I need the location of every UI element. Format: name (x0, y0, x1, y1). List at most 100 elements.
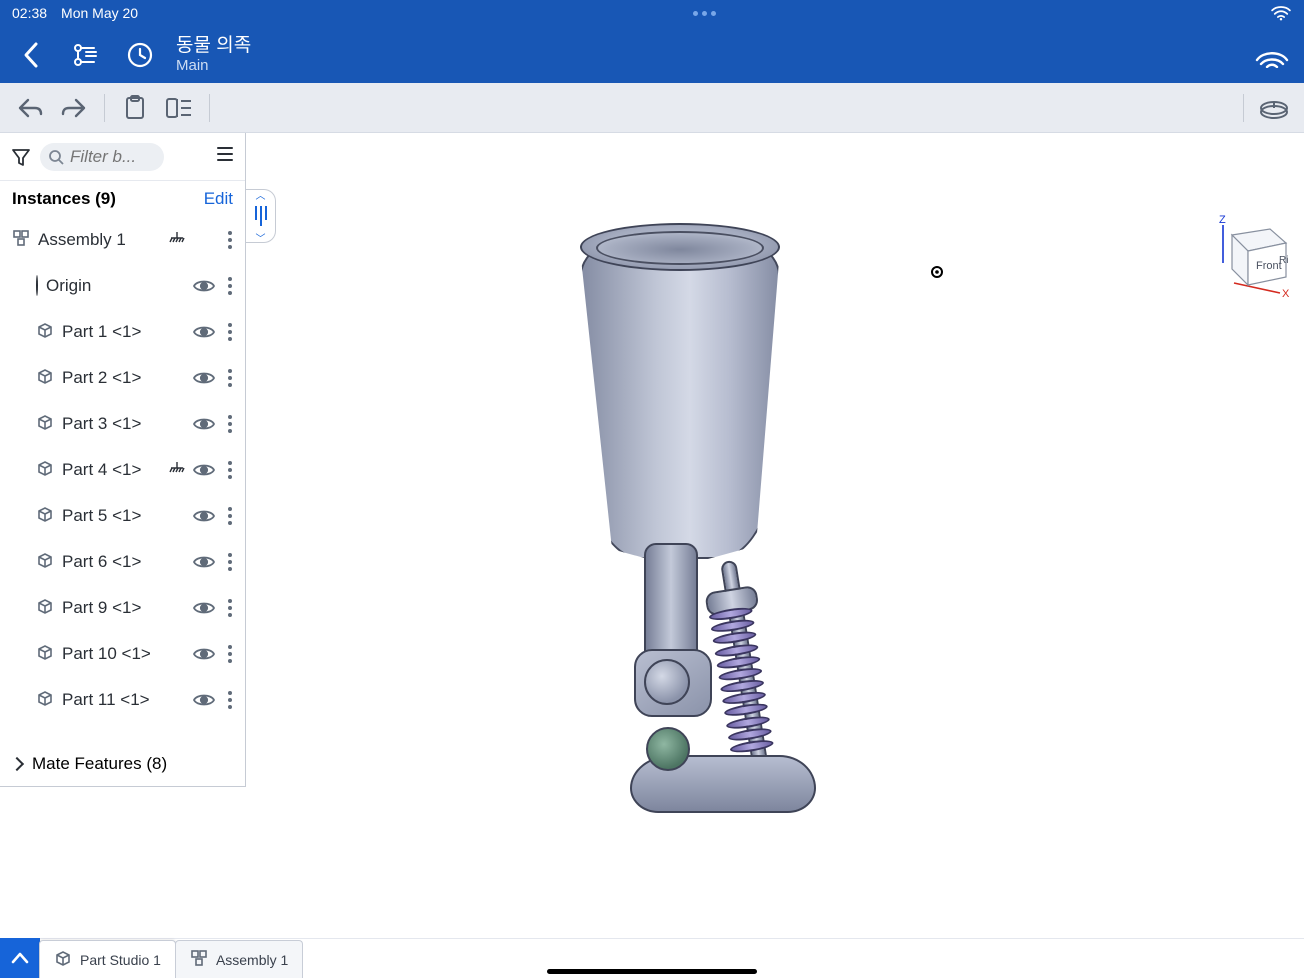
chevron-right-icon (10, 757, 24, 771)
toolbar-divider (104, 94, 105, 122)
visibility-icon[interactable] (193, 367, 215, 389)
viewport[interactable]: Instances (9) Edit Assembly 1 Origin Part … (0, 133, 1304, 892)
kebab-icon[interactable] (223, 369, 237, 387)
kebab-icon[interactable] (223, 323, 237, 341)
kebab-icon[interactable] (223, 415, 237, 433)
tree-item-part[interactable]: Part 2 <1> (0, 355, 245, 401)
row-type-icon (36, 597, 54, 620)
panel-collapse-handle[interactable]: ︿ ﹀ (246, 189, 276, 243)
row-type-icon (36, 689, 54, 712)
cube-front-label: Front (1256, 260, 1282, 272)
kebab-icon[interactable] (223, 507, 237, 525)
back-icon[interactable] (14, 37, 50, 73)
cube-right-label: Ri (1279, 255, 1288, 266)
row-label: Part 1 <1> (62, 322, 185, 342)
fixed-icon (169, 460, 185, 480)
view-cube[interactable]: Z X Front Ri (1216, 211, 1292, 287)
mate-features-section[interactable]: Mate Features (8) (0, 742, 245, 786)
tab-assembly-1[interactable]: Assembly 1 (175, 940, 303, 978)
axis-z-label: Z (1219, 214, 1226, 226)
tree-item-origin[interactable]: Origin (0, 263, 245, 309)
toolbar-divider (1243, 94, 1244, 122)
visibility-icon[interactable] (193, 413, 215, 435)
kebab-icon[interactable] (223, 691, 237, 709)
tab-label: Part Studio 1 (80, 952, 161, 968)
fixed-icon (169, 230, 185, 250)
history-icon[interactable] (122, 37, 158, 73)
rotation-center-icon (930, 265, 944, 279)
redo-icon[interactable] (54, 88, 94, 128)
row-type-icon (36, 367, 54, 390)
tree-item-part[interactable]: Part 11 <1> (0, 677, 245, 723)
tree-item-part[interactable]: Part 9 <1> (0, 585, 245, 631)
tree-item-part[interactable]: Part 4 <1> (0, 447, 245, 493)
visibility-icon[interactable] (193, 459, 215, 481)
origin-icon (36, 275, 38, 296)
undo-icon[interactable] (10, 88, 50, 128)
edit-link[interactable]: Edit (204, 189, 233, 209)
instance-tree: Assembly 1 Origin Part 1 <1> Part 2 <1> Part… (0, 217, 245, 742)
list-display-icon[interactable] (215, 145, 235, 168)
tree-item-assembly[interactable]: Assembly 1 (0, 217, 245, 263)
tree-item-part[interactable]: Part 6 <1> (0, 539, 245, 585)
tree-item-part[interactable]: Part 10 <1> (0, 631, 245, 677)
visibility-icon[interactable] (193, 275, 215, 297)
row-label: Part 2 <1> (62, 368, 185, 388)
visibility-icon[interactable] (193, 689, 215, 711)
expand-tabs-icon[interactable] (0, 938, 40, 978)
row-type-icon (12, 229, 30, 252)
model-render (556, 229, 816, 819)
filter-input-wrap[interactable] (40, 143, 164, 171)
row-type-icon (36, 413, 54, 436)
row-label: Part 9 <1> (62, 598, 185, 618)
document-subtitle: Main (176, 57, 251, 74)
filter-input[interactable] (70, 147, 150, 167)
visibility-icon[interactable] (193, 321, 215, 343)
resize-bars-icon (255, 206, 267, 226)
tree-item-part[interactable]: Part 1 <1> (0, 309, 245, 355)
visibility-icon[interactable] (193, 505, 215, 527)
tab-strip: Part Studio 1 Assembly 1 (0, 938, 1304, 978)
document-title: 동물 의족 (176, 35, 251, 57)
tab-part-studio-1[interactable]: Part Studio 1 (39, 940, 176, 978)
clipboard-icon[interactable] (115, 88, 155, 128)
axis-x-label: X (1282, 288, 1290, 300)
mate-features-label: Mate Features (8) (32, 754, 167, 774)
tab-icon (54, 949, 72, 970)
row-label: Part 5 <1> (62, 506, 185, 526)
section-view-icon[interactable] (159, 88, 199, 128)
visibility-icon[interactable] (193, 597, 215, 619)
tree-item-part[interactable]: Part 3 <1> (0, 401, 245, 447)
filter-icon[interactable] (10, 147, 32, 167)
chevron-up-icon: ︿ (256, 187, 266, 202)
row-type-icon (36, 551, 54, 574)
visibility-icon[interactable] (193, 551, 215, 573)
multitask-dots[interactable] (693, 11, 716, 16)
status-date: Mon May 20 (61, 5, 138, 21)
feature-panel: Instances (9) Edit Assembly 1 Origin Part … (0, 133, 246, 787)
toolbar-divider (209, 94, 210, 122)
kebab-icon[interactable] (223, 599, 237, 617)
row-type-icon (36, 321, 54, 344)
tab-label: Assembly 1 (216, 952, 288, 968)
row-label: Part 10 <1> (62, 644, 185, 664)
title-bar: 동물 의족 Main (0, 26, 1304, 83)
kebab-icon[interactable] (223, 277, 237, 295)
instances-heading: Instances (9) (12, 189, 116, 209)
row-label: Assembly 1 (38, 230, 161, 250)
kebab-icon[interactable] (223, 461, 237, 479)
visibility-icon[interactable] (193, 643, 215, 665)
row-type-icon (36, 459, 54, 482)
kebab-icon[interactable] (223, 645, 237, 663)
cast-icon[interactable] (1254, 37, 1290, 73)
home-indicator (547, 969, 757, 974)
feature-tree-icon[interactable] (68, 37, 104, 73)
row-label: Origin (46, 276, 185, 296)
kebab-icon[interactable] (223, 553, 237, 571)
kebab-icon[interactable] (223, 231, 237, 249)
tree-item-part[interactable]: Part 5 <1> (0, 493, 245, 539)
status-bar: 02:38 Mon May 20 (0, 0, 1304, 26)
row-type-icon (36, 643, 54, 666)
row-label: Part 11 <1> (62, 690, 185, 710)
measure-icon[interactable] (1254, 88, 1294, 128)
